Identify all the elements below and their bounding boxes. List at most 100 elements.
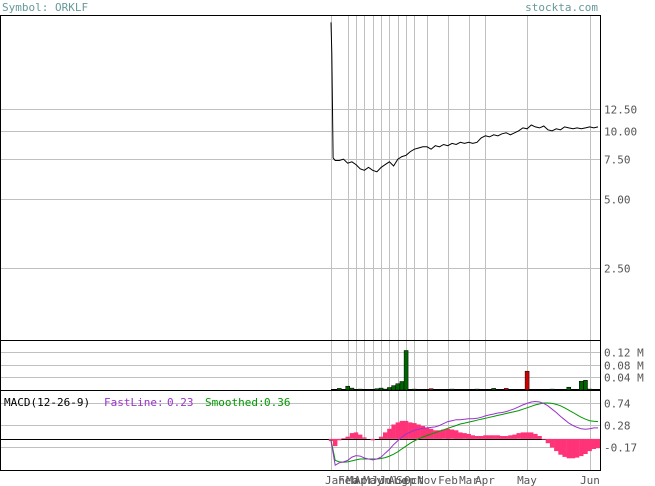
price-tick-label: 2.50 xyxy=(604,263,631,276)
macd-histogram-bar xyxy=(595,438,601,449)
macd-histogram-bar xyxy=(449,429,455,439)
volume-bar xyxy=(579,380,584,391)
macd-histogram-bar xyxy=(508,435,513,439)
macd-histogram-bar xyxy=(341,438,346,439)
macd-histogram-bar xyxy=(378,436,384,439)
price-tick-label: 12.50 xyxy=(604,104,637,117)
macd-histogram-bar xyxy=(370,438,375,441)
macd-histogram-bar xyxy=(533,433,538,439)
macd-histogram-bar xyxy=(353,432,359,439)
macd-fast-value: 0.23 xyxy=(167,396,194,409)
x-tick-label: Apr xyxy=(475,474,495,486)
symbol-label: Symbol: ORKLF xyxy=(2,1,88,14)
macd-tick-label: -0.17 xyxy=(604,442,637,455)
volume-bar xyxy=(491,388,496,391)
volume-tick-label: 0.12 M xyxy=(604,347,644,360)
macd-histogram-bar xyxy=(570,438,576,459)
volume-bar xyxy=(382,388,388,391)
site-label: stockta.com xyxy=(525,1,598,14)
macd-fast-label: FastLine: xyxy=(104,396,164,409)
macd-histogram-bar xyxy=(383,432,388,439)
macd-histogram-bar xyxy=(395,422,400,439)
price-panel: 12.50 10.00 7.50 5.00 2.50 xyxy=(330,22,637,276)
macd-panel: 0.74 0.28 -0.17 xyxy=(1,398,637,466)
volume-bar xyxy=(587,388,592,391)
volume-bar xyxy=(503,388,509,391)
volume-bar xyxy=(449,388,455,391)
macd-histogram-bar xyxy=(566,438,571,459)
macd-histogram-bar xyxy=(433,430,438,439)
macd-histogram-bar xyxy=(545,438,551,444)
price-tick-label: 5.00 xyxy=(604,194,631,207)
volume-bar xyxy=(474,388,480,391)
x-tick-label: Jan xyxy=(325,474,345,486)
macd-histogram-bar xyxy=(583,438,588,454)
x-tick-label: Feb xyxy=(438,474,458,486)
macd-histogram-bar xyxy=(454,430,459,439)
macd-histogram-bar xyxy=(495,435,501,439)
x-tick-label: Mar xyxy=(346,474,366,486)
macd-histogram-bar xyxy=(512,434,517,439)
volume-bar xyxy=(583,380,588,391)
macd-histogram-bar xyxy=(579,438,584,457)
volume-bar xyxy=(391,385,396,391)
macd-tick-label: 0.28 xyxy=(604,420,631,433)
x-tick-label: Mar xyxy=(459,474,479,486)
volume-bar xyxy=(412,388,417,391)
x-tick-label: Jul xyxy=(379,474,399,486)
macd-histogram-bar xyxy=(337,438,342,441)
macd-histogram-bar xyxy=(591,438,596,449)
macd-histogram-bar xyxy=(403,420,409,439)
x-tick-label: May xyxy=(517,474,537,486)
volume-bar xyxy=(387,387,392,391)
macd-histogram-bar xyxy=(562,438,567,457)
volume-bar xyxy=(337,388,342,391)
volume-bar xyxy=(374,388,380,391)
macd-histogram-bar xyxy=(470,435,475,439)
macd-histogram-bar xyxy=(424,427,430,439)
volume-bar xyxy=(549,388,555,391)
volume-bar xyxy=(357,388,363,391)
macd-histogram-bar xyxy=(574,438,580,458)
macd-histogram-bar xyxy=(474,436,480,439)
volume-panel: 0.12 M0.08 M0.04 M xyxy=(331,347,644,391)
volume-bar xyxy=(366,389,371,391)
x-tick-label: Jun xyxy=(371,474,391,486)
price-tick-label: 7.50 xyxy=(604,154,631,167)
volume-bar xyxy=(349,387,355,391)
macd-histogram-bar xyxy=(358,434,363,439)
macd-histogram-bar xyxy=(412,423,417,439)
macd-histogram-bar xyxy=(362,437,367,439)
volume-bar xyxy=(345,385,350,391)
x-tick-label: Jun xyxy=(580,474,600,486)
macd-histogram-bar xyxy=(458,432,463,439)
macd-histogram-bar xyxy=(462,433,467,439)
x-tick-label: Aug xyxy=(388,474,408,486)
x-tick-label: Apr xyxy=(354,474,374,486)
macd-histogram-bar xyxy=(587,438,592,452)
volume-tick-label: 0.04 M xyxy=(604,372,644,385)
macd-histogram-bar xyxy=(466,433,471,439)
volume-bar xyxy=(428,388,434,391)
macd-histogram-bar xyxy=(504,436,509,439)
macd-histogram-bar xyxy=(345,436,350,439)
macd-histogram-bar xyxy=(349,433,355,439)
macd-histogram-bar xyxy=(520,432,526,439)
x-tick-label: Sep xyxy=(396,474,416,486)
volume-bar xyxy=(566,386,572,391)
macd-histogram-bar xyxy=(420,426,425,439)
macd-histogram-bar xyxy=(516,433,521,439)
macd-histogram-bar xyxy=(499,436,505,439)
macd-histogram-bar xyxy=(333,438,338,447)
price-tick-label: 10.00 xyxy=(604,126,637,139)
macd-histogram-bar xyxy=(537,436,542,439)
volume-bar xyxy=(524,370,530,391)
volume-bar xyxy=(403,350,409,391)
macd-histogram-bar xyxy=(524,432,530,439)
macd-histogram-bar xyxy=(487,435,492,439)
macd-histogram-bar xyxy=(558,438,563,455)
grid xyxy=(1,16,600,470)
price-line xyxy=(330,22,599,173)
macd-histogram-bar xyxy=(549,438,555,448)
macd-histogram-bar xyxy=(387,428,392,439)
